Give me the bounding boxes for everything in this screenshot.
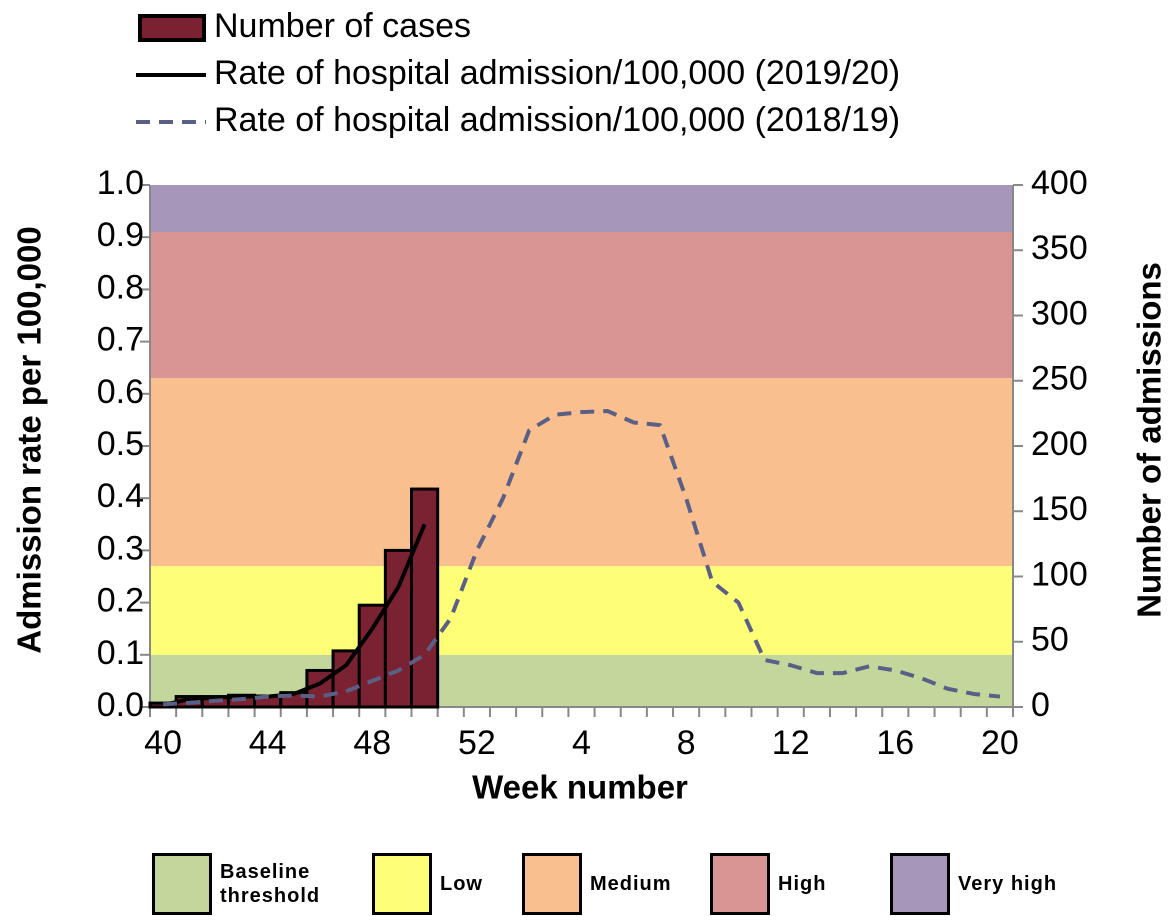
y-tick-label: 0.0 [97,686,144,724]
chart: Week number Admission rate per 100,000 N… [11,7,1168,806]
legend-swatch [522,853,582,915]
y-tick-label: 0.6 [97,373,144,411]
legend-label: High [778,873,827,895]
y2-tick-label: 0 [1031,686,1050,724]
y-tick-label: 0.7 [97,321,144,359]
y-tick-label: 0.8 [97,268,144,306]
legend-label: Number of cases [214,7,471,45]
x-tick-label: 44 [249,724,287,762]
y-tick-label: 0.2 [97,582,144,620]
y2-tick-label: 250 [1031,360,1088,398]
x-tick-label: 40 [144,724,182,762]
threshold-band [150,231,1013,379]
line [162,523,427,707]
threshold-legend-item: Medium [522,853,700,915]
threshold-band [150,185,1013,232]
y-tick-label: 0.3 [97,529,144,567]
y-axis-title: Admission rate per 100,000 [11,226,48,653]
x-tick-label: 4 [572,724,591,762]
legend-label: Rate of hospital admission/100,000 (2018… [214,101,900,139]
y2-tick-label: 150 [1031,490,1088,528]
legend-swatch [710,853,770,915]
legend-swatch [138,14,206,42]
bar [410,487,440,709]
legend-label: Baseline threshold [220,861,321,907]
y2-tick-label: 400 [1031,164,1088,202]
bar [331,649,361,709]
y-tick-label: 0.9 [97,216,144,254]
x-tick-label: 48 [353,724,391,762]
x-tick-label: 8 [677,724,696,762]
threshold-legend-item: Very high [890,853,1068,915]
line [162,409,1001,707]
y-tick-label: 0.4 [97,477,144,515]
y-tick-label: 0.1 [97,634,144,672]
x-tick-label: 12 [772,724,810,762]
x-tick-label: 16 [876,724,914,762]
y2-axis-title: Number of admissions [1131,262,1168,618]
threshold-legend-item: Low [372,853,550,915]
x-tick-label: 20 [981,724,1019,762]
threshold-band [150,378,1013,567]
threshold-legend-item: High [710,853,888,915]
y2-tick-label: 200 [1031,425,1088,463]
bar [357,603,387,709]
legend-swatch [152,853,212,915]
y2-tick-label: 100 [1031,555,1088,593]
legend-swatch [890,853,950,915]
threshold-band [150,566,1013,655]
bar [383,548,414,709]
legend-label: Rate of hospital admission/100,000 (2019… [214,54,900,92]
y2-tick-label: 50 [1031,621,1069,659]
legend-swatch [372,853,432,915]
y-tick-label: 0.5 [97,425,144,463]
x-axis-title: Week number [472,769,688,806]
legend-label: Very high [958,873,1058,895]
y-tick-label: 1.0 [97,164,144,202]
legend-label: Low [440,873,483,895]
y2-tick-label: 350 [1031,229,1088,267]
y2-tick-label: 300 [1031,294,1088,332]
threshold-legend-item: Baseline threshold [152,853,320,915]
x-tick-label: 52 [458,724,496,762]
legend-label: Medium [590,873,672,895]
